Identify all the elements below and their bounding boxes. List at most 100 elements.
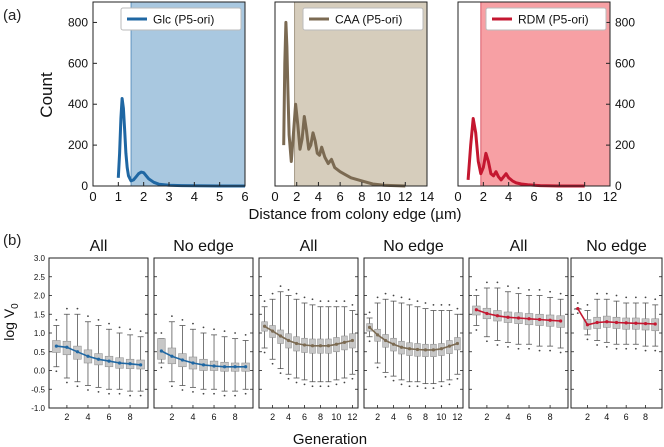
legend-box bbox=[302, 7, 424, 31]
median-point bbox=[423, 348, 428, 352]
outlier bbox=[605, 292, 608, 295]
outlier bbox=[76, 385, 79, 388]
outlier bbox=[118, 326, 121, 329]
x-tick-label: 8 bbox=[318, 412, 323, 422]
x-tick-label: 2 bbox=[585, 412, 590, 422]
outlier bbox=[139, 394, 142, 397]
outlier bbox=[87, 315, 89, 318]
boxplot-panel-3: All 2 4 6 8 10 12 bbox=[258, 238, 359, 422]
x-tick-label: 0 bbox=[89, 189, 96, 204]
outlier bbox=[263, 351, 266, 354]
shaded-region bbox=[480, 2, 610, 186]
x-tick-label: 12 bbox=[603, 189, 617, 204]
panel-label-b: (b) bbox=[3, 232, 21, 249]
median-point bbox=[605, 320, 609, 324]
x-tick-label: 4 bbox=[191, 189, 198, 204]
outlier bbox=[507, 345, 509, 348]
outlier bbox=[605, 345, 608, 348]
panel-title: All bbox=[300, 238, 318, 255]
outlier bbox=[311, 385, 314, 388]
outlier bbox=[76, 307, 79, 310]
median-point bbox=[128, 362, 132, 366]
median-point bbox=[222, 365, 227, 369]
median-point bbox=[334, 342, 339, 346]
x-tick-label: 6 bbox=[107, 412, 112, 422]
outlier bbox=[644, 296, 647, 299]
x-tick-label: 0 bbox=[454, 189, 461, 204]
x-tick-label: 6 bbox=[337, 189, 344, 204]
x-tick-label: 8 bbox=[548, 412, 553, 422]
median-point bbox=[634, 321, 638, 325]
outlier bbox=[416, 300, 419, 303]
x-tick-label: 2 bbox=[270, 412, 275, 422]
x-tick-label: 2 bbox=[375, 412, 380, 422]
median-point bbox=[302, 343, 307, 347]
outlier bbox=[615, 347, 618, 350]
x-tick-label: 8 bbox=[233, 412, 238, 422]
outlier bbox=[424, 302, 427, 304]
outlier bbox=[559, 292, 562, 295]
outlier bbox=[576, 312, 579, 315]
x-tick-label: 4 bbox=[391, 412, 396, 422]
x-tick-label: 5 bbox=[216, 189, 223, 204]
x-tick-label: 8 bbox=[556, 189, 563, 204]
boxplot-panel-5: All 2 4 6 8 bbox=[468, 238, 569, 422]
median-point bbox=[495, 314, 500, 318]
outlier bbox=[160, 366, 163, 369]
outlier bbox=[263, 300, 266, 303]
y-tick-label: 200 bbox=[68, 138, 88, 152]
outlier bbox=[634, 296, 637, 299]
median-point bbox=[139, 363, 143, 367]
x-tick-label: 2 bbox=[64, 412, 69, 422]
x-tick-label: 4 bbox=[604, 412, 609, 422]
outlier bbox=[475, 288, 478, 291]
median-point bbox=[576, 307, 580, 311]
boxplot-panel-2: No edge 2 4 6 8 bbox=[153, 238, 254, 422]
median-point bbox=[643, 322, 648, 326]
outlier bbox=[319, 385, 322, 388]
outlier bbox=[192, 322, 194, 325]
x-tick-label: 4 bbox=[315, 189, 322, 204]
outlier bbox=[448, 303, 451, 306]
y-tick-label: 0 bbox=[615, 179, 622, 193]
median-point bbox=[455, 341, 460, 346]
median-point bbox=[201, 363, 206, 367]
outlier bbox=[576, 302, 579, 304]
outlier bbox=[234, 394, 236, 397]
median-point bbox=[294, 341, 299, 346]
outlier bbox=[507, 285, 509, 288]
x-tick-label: 6 bbox=[241, 189, 248, 204]
x-tick-label: 8 bbox=[643, 412, 648, 422]
x-tick-label: 4 bbox=[85, 412, 90, 422]
outlier bbox=[343, 300, 346, 303]
y-tick-label: 0.5 bbox=[34, 348, 46, 357]
outlier bbox=[654, 298, 657, 301]
outlier bbox=[213, 392, 215, 395]
median-point bbox=[367, 325, 372, 329]
outlier bbox=[351, 377, 354, 380]
median-point bbox=[159, 349, 163, 353]
x-tick-label: 6 bbox=[212, 412, 217, 422]
boxplot-panel-6: No edge 2 4 6 8 bbox=[570, 238, 663, 422]
panel-title: All bbox=[510, 238, 528, 255]
outlier bbox=[368, 311, 371, 314]
box-generation-1 bbox=[157, 332, 166, 369]
top-y-axis-label: Count bbox=[37, 72, 56, 118]
y-tick-label: 600 bbox=[615, 56, 635, 70]
median-point bbox=[474, 308, 478, 312]
y-tick-label: 400 bbox=[68, 97, 88, 111]
outlier bbox=[596, 344, 599, 346]
x-tick-label: 8 bbox=[423, 412, 428, 422]
outlier bbox=[549, 349, 551, 352]
median-point bbox=[310, 344, 315, 348]
x-tick-label: 2 bbox=[480, 189, 487, 204]
y-tick-label: 200 bbox=[615, 138, 635, 152]
legend-label: Glc (P5-ori) bbox=[153, 13, 214, 27]
outlier bbox=[97, 318, 100, 321]
x-tick-label: 10 bbox=[331, 412, 341, 422]
median-point bbox=[447, 344, 452, 348]
bottom-y-axis-label: log V0 bbox=[1, 303, 21, 341]
y-tick-label: 0.0 bbox=[34, 367, 46, 376]
y-tick-label: 600 bbox=[68, 56, 88, 70]
